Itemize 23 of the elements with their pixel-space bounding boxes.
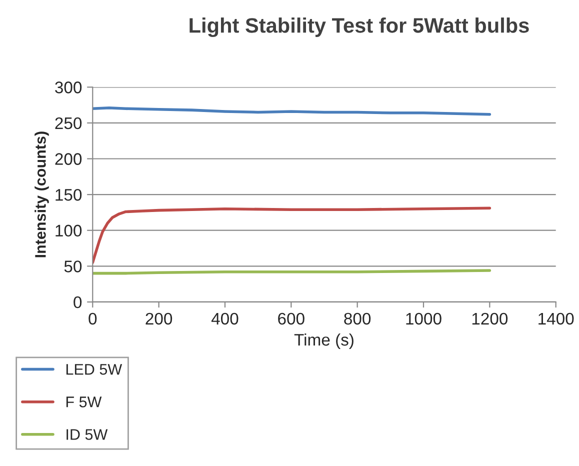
legend-label: LED 5W (66, 364, 122, 375)
x-tick-label: 800 (344, 312, 371, 325)
x-tick-label: 1400 (538, 312, 574, 325)
line-series (92, 106, 492, 116)
x-tick-label: 400 (211, 312, 238, 325)
y-tick-label: 300 (55, 82, 82, 94)
y-tick-label: 250 (55, 117, 82, 130)
line-series (92, 206, 492, 264)
legend-label: ID 5W (66, 429, 108, 440)
x-tick-label: 600 (278, 312, 304, 325)
x-tick-label: 1000 (406, 312, 442, 325)
x-tick-label: 1200 (472, 312, 508, 325)
y-tick-label: 0 (74, 296, 82, 308)
y-tick-label: 100 (56, 224, 82, 237)
chart-title: Light Stability Test for 5Watt bulbs (190, 18, 529, 38)
y-tick-label: 200 (55, 153, 82, 165)
y-tick-label: 50 (64, 260, 82, 272)
legend-label: F 5W (66, 396, 102, 408)
x-tick-label: 0 (88, 312, 97, 325)
y-axis-title: Intensity (counts) (34, 132, 49, 258)
x-axis-title: Time (s) (294, 333, 354, 350)
y-tick-label: 150 (56, 188, 82, 201)
x-tick-label: 200 (146, 312, 172, 325)
